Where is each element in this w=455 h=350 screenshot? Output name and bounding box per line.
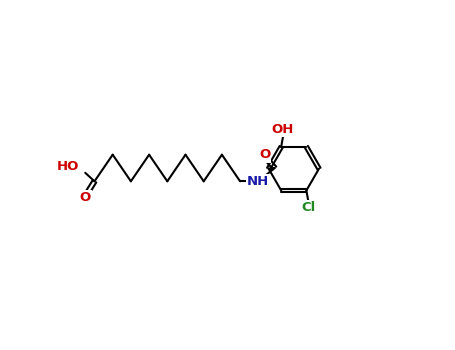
Text: NH: NH <box>247 175 269 188</box>
Text: Cl: Cl <box>301 202 315 215</box>
Text: OH: OH <box>272 123 294 136</box>
Text: HO: HO <box>56 160 79 173</box>
Text: O: O <box>259 148 270 161</box>
Text: O: O <box>80 191 91 204</box>
